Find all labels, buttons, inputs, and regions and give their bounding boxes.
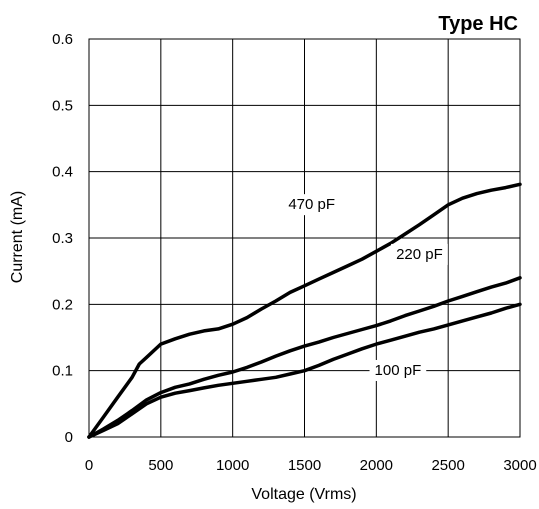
x-tick-label: 1500 <box>288 457 321 474</box>
y-tick-label: 0.1 <box>52 363 73 380</box>
grid <box>88 38 521 438</box>
x-axis-label: Voltage (Vrms) <box>251 486 356 503</box>
series-label: 470 pF <box>288 196 335 213</box>
y-tick-label: 0.6 <box>52 31 73 48</box>
x-tick-label: 0 <box>85 457 93 474</box>
series-label-bg <box>283 194 341 216</box>
x-tick-label: 2500 <box>431 457 464 474</box>
x-tick-label: 2000 <box>360 457 393 474</box>
series-line-470-pf <box>87 182 522 439</box>
series-line-220-pf <box>87 276 522 439</box>
y-tick-label: 0.4 <box>52 164 73 181</box>
x-tick-label: 3000 <box>503 457 536 474</box>
series-label-bg <box>369 359 427 381</box>
x-tick-label: 1000 <box>216 457 249 474</box>
series-label-bg <box>391 243 448 265</box>
chart-title: Type HC <box>438 13 518 35</box>
x-tick-labels: 0 500 1000 1500 2000 2500 3000 <box>85 457 537 474</box>
series-label: 100 pF <box>375 362 422 379</box>
series-lines <box>87 182 522 439</box>
series-labels: 470 pF 220 pF 100 pF <box>283 194 448 381</box>
series-label: 220 pF <box>396 246 443 263</box>
x-tick-label: 500 <box>148 457 173 474</box>
y-tick-label: 0.2 <box>52 296 73 313</box>
y-tick-labels: 0 0.1 0.2 0.3 0.4 0.5 0.6 <box>52 31 73 446</box>
y-tick-label: 0.5 <box>52 97 73 114</box>
series-line-100-pf <box>87 302 522 439</box>
y-axis-label: Current (mA) <box>9 191 26 283</box>
y-tick-label: 0.3 <box>52 230 73 247</box>
y-tick-label: 0 <box>65 429 73 446</box>
